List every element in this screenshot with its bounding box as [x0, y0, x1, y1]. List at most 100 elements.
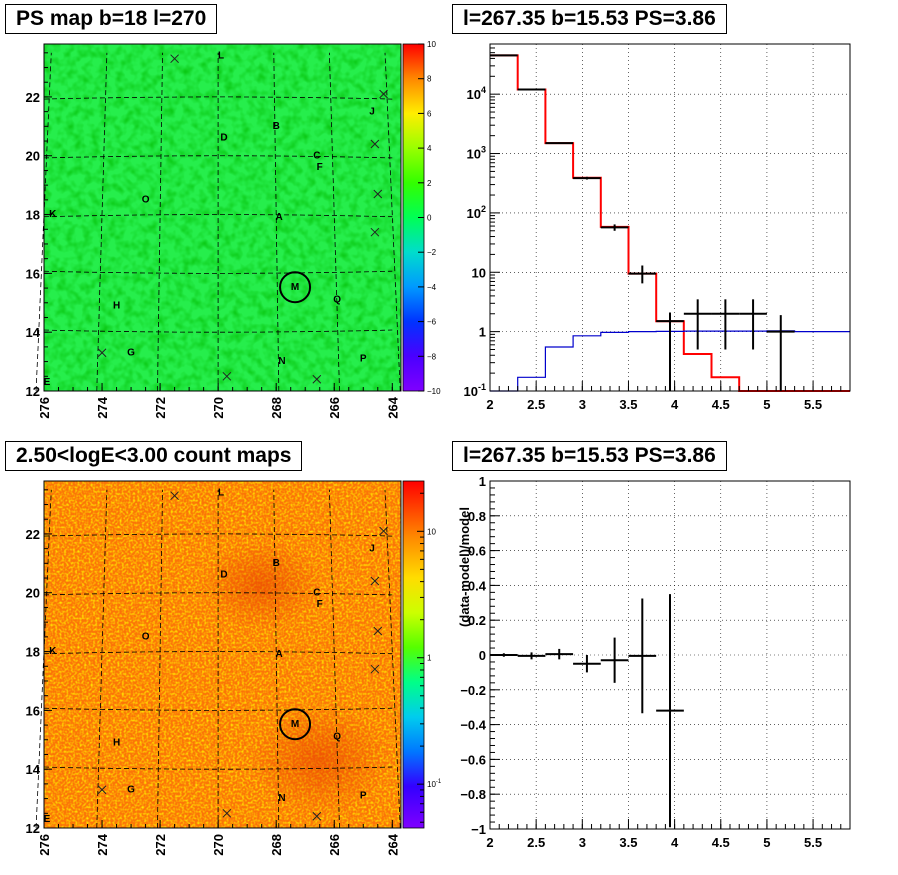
residual-x-tick-label: 3: [579, 835, 586, 850]
count-colorbar-tick-label: 1: [427, 654, 432, 663]
source-label: Q: [333, 294, 341, 305]
lat-tick-label: 20: [26, 149, 40, 164]
tick-base: 10: [467, 206, 481, 221]
source-label: G: [127, 784, 135, 795]
circled-source-label: M: [291, 282, 299, 293]
count-map-coordinate-grid: [35, 489, 401, 829]
residual-x-tick-label: 4.5: [712, 835, 730, 850]
tick-base: 10: [467, 87, 481, 102]
residual-y-tick-label: −0.8: [460, 787, 486, 802]
ps-colorbar-tick-label: 8: [427, 75, 432, 84]
lat-tick-label: 12: [26, 821, 40, 836]
cross-marker: [379, 89, 388, 99]
cross-marker: [379, 526, 388, 536]
lat-tick-label: 12: [26, 384, 40, 399]
source-label: B: [273, 121, 280, 132]
ps-colorbar-tick-label: −2: [427, 248, 437, 257]
source-label: N: [278, 793, 285, 804]
source-label: D: [220, 570, 227, 581]
cross-marker: [312, 811, 322, 821]
spectrum-y-tick-label: 102: [467, 204, 486, 221]
lat-gridline: [43, 707, 393, 711]
spectrum-x-tick-label: 2: [486, 397, 493, 412]
source-label: P: [360, 790, 367, 801]
residual-y-tick-label: −0.6: [460, 752, 486, 767]
tick-base: 1: [479, 325, 486, 340]
circled-source-marker: [279, 271, 312, 304]
source-label: D: [220, 133, 227, 144]
ps-map-source-labels: L J B D CF O K A Q H G N P E M: [44, 50, 375, 387]
residual-x-tick-label: 4: [671, 835, 679, 850]
residual-y-tick-label: 1: [479, 474, 486, 489]
lon-gridline: [329, 489, 340, 829]
circled-source-marker: [279, 708, 312, 741]
lon-gridline: [273, 489, 280, 829]
tick-base: 10: [467, 147, 481, 162]
cross-marker: [170, 491, 179, 501]
residual-x-tick-label: 3.5: [619, 835, 637, 850]
tick-exponent: 4: [481, 85, 486, 95]
lon-tick-label: 266: [327, 397, 342, 419]
tick-base: 10: [427, 780, 436, 789]
lon-tick-label: 274: [95, 396, 110, 418]
spectrum-x-tick-label: 2.5: [527, 397, 545, 412]
spectrum-x-tick-label: 3.5: [619, 397, 637, 412]
lon-gridline: [96, 489, 108, 829]
ps-colorbar: [403, 44, 424, 391]
residual-y-tick-label: −0.4: [460, 718, 486, 733]
spectrum-y-tick-label: 10: [472, 265, 486, 280]
lon-tick-label: 276: [37, 834, 52, 856]
lat-gridline: [43, 96, 393, 100]
tick-exponent: -1: [478, 382, 486, 392]
source-label: A: [275, 212, 282, 223]
tick-exponent: -1: [436, 779, 442, 785]
map-frame: [43, 43, 402, 392]
spectrum-x-tick-label: 5: [763, 397, 770, 412]
lat-tick-label: 22: [26, 90, 40, 105]
source-label: K: [49, 209, 57, 220]
spectrum-x-tick-label: 5.5: [804, 397, 822, 412]
cross-marker: [373, 626, 383, 636]
source-label: J: [369, 543, 375, 554]
ps-map-coordinate-grid: [35, 52, 401, 392]
spectrum-title: l=267.35 b=15.53 PS=3.86: [452, 4, 727, 34]
count-map-emission-region: [202, 540, 322, 630]
cross-marker: [312, 374, 322, 384]
ps-colorbar-tick-label: −8: [427, 352, 437, 361]
cross-marker: [170, 54, 179, 64]
spectrum-axes-frame: [489, 43, 851, 392]
source-label: O: [142, 631, 150, 642]
spectrum-y-tick-label: 1: [479, 325, 486, 340]
ps-colorbar-tick-label: 2: [427, 179, 432, 188]
cross-marker: [222, 808, 232, 818]
residual-y-tick-label: 0.4: [468, 578, 487, 593]
source-label: Q: [333, 731, 341, 742]
residual-y-tick-label: 0.2: [468, 613, 486, 628]
residual-x-tick-label: 5.5: [804, 835, 822, 850]
residual-x-tick-label: 5: [763, 835, 770, 850]
ps-colorbar-tick-label: −6: [427, 318, 437, 327]
source-label: E: [44, 814, 51, 825]
count-map-axes: 276 274 272 270 268 266 264 12 14 16 18 20 22: [26, 480, 402, 856]
count-map-cross-markers: [97, 491, 388, 821]
lon-tick-label: 274: [95, 833, 110, 855]
lat-tick-label: 18: [26, 208, 40, 223]
spectrum-series: [490, 54, 850, 392]
lat-gridline: [43, 214, 393, 218]
lon-tick-label: 264: [385, 833, 400, 855]
count-map-source-labels: L J B D CF O K A Q H G N P E M: [44, 487, 375, 824]
ps-colorbar-ticks: 10 8 6 4 2 0 −2 −4 −6 −8 −10: [402, 40, 441, 396]
cross-marker: [370, 576, 380, 586]
tick-exponent: 3: [481, 145, 486, 155]
residual-x-tick-label: 2: [486, 835, 493, 850]
tick-base: 10: [464, 384, 478, 399]
tick-base: 10: [472, 265, 486, 280]
ps-colorbar-tick-label: −4: [427, 283, 437, 292]
tick-exponent: 2: [481, 204, 486, 214]
lat-gridline: [43, 155, 393, 159]
count-map-emission-region-south: [250, 705, 390, 815]
